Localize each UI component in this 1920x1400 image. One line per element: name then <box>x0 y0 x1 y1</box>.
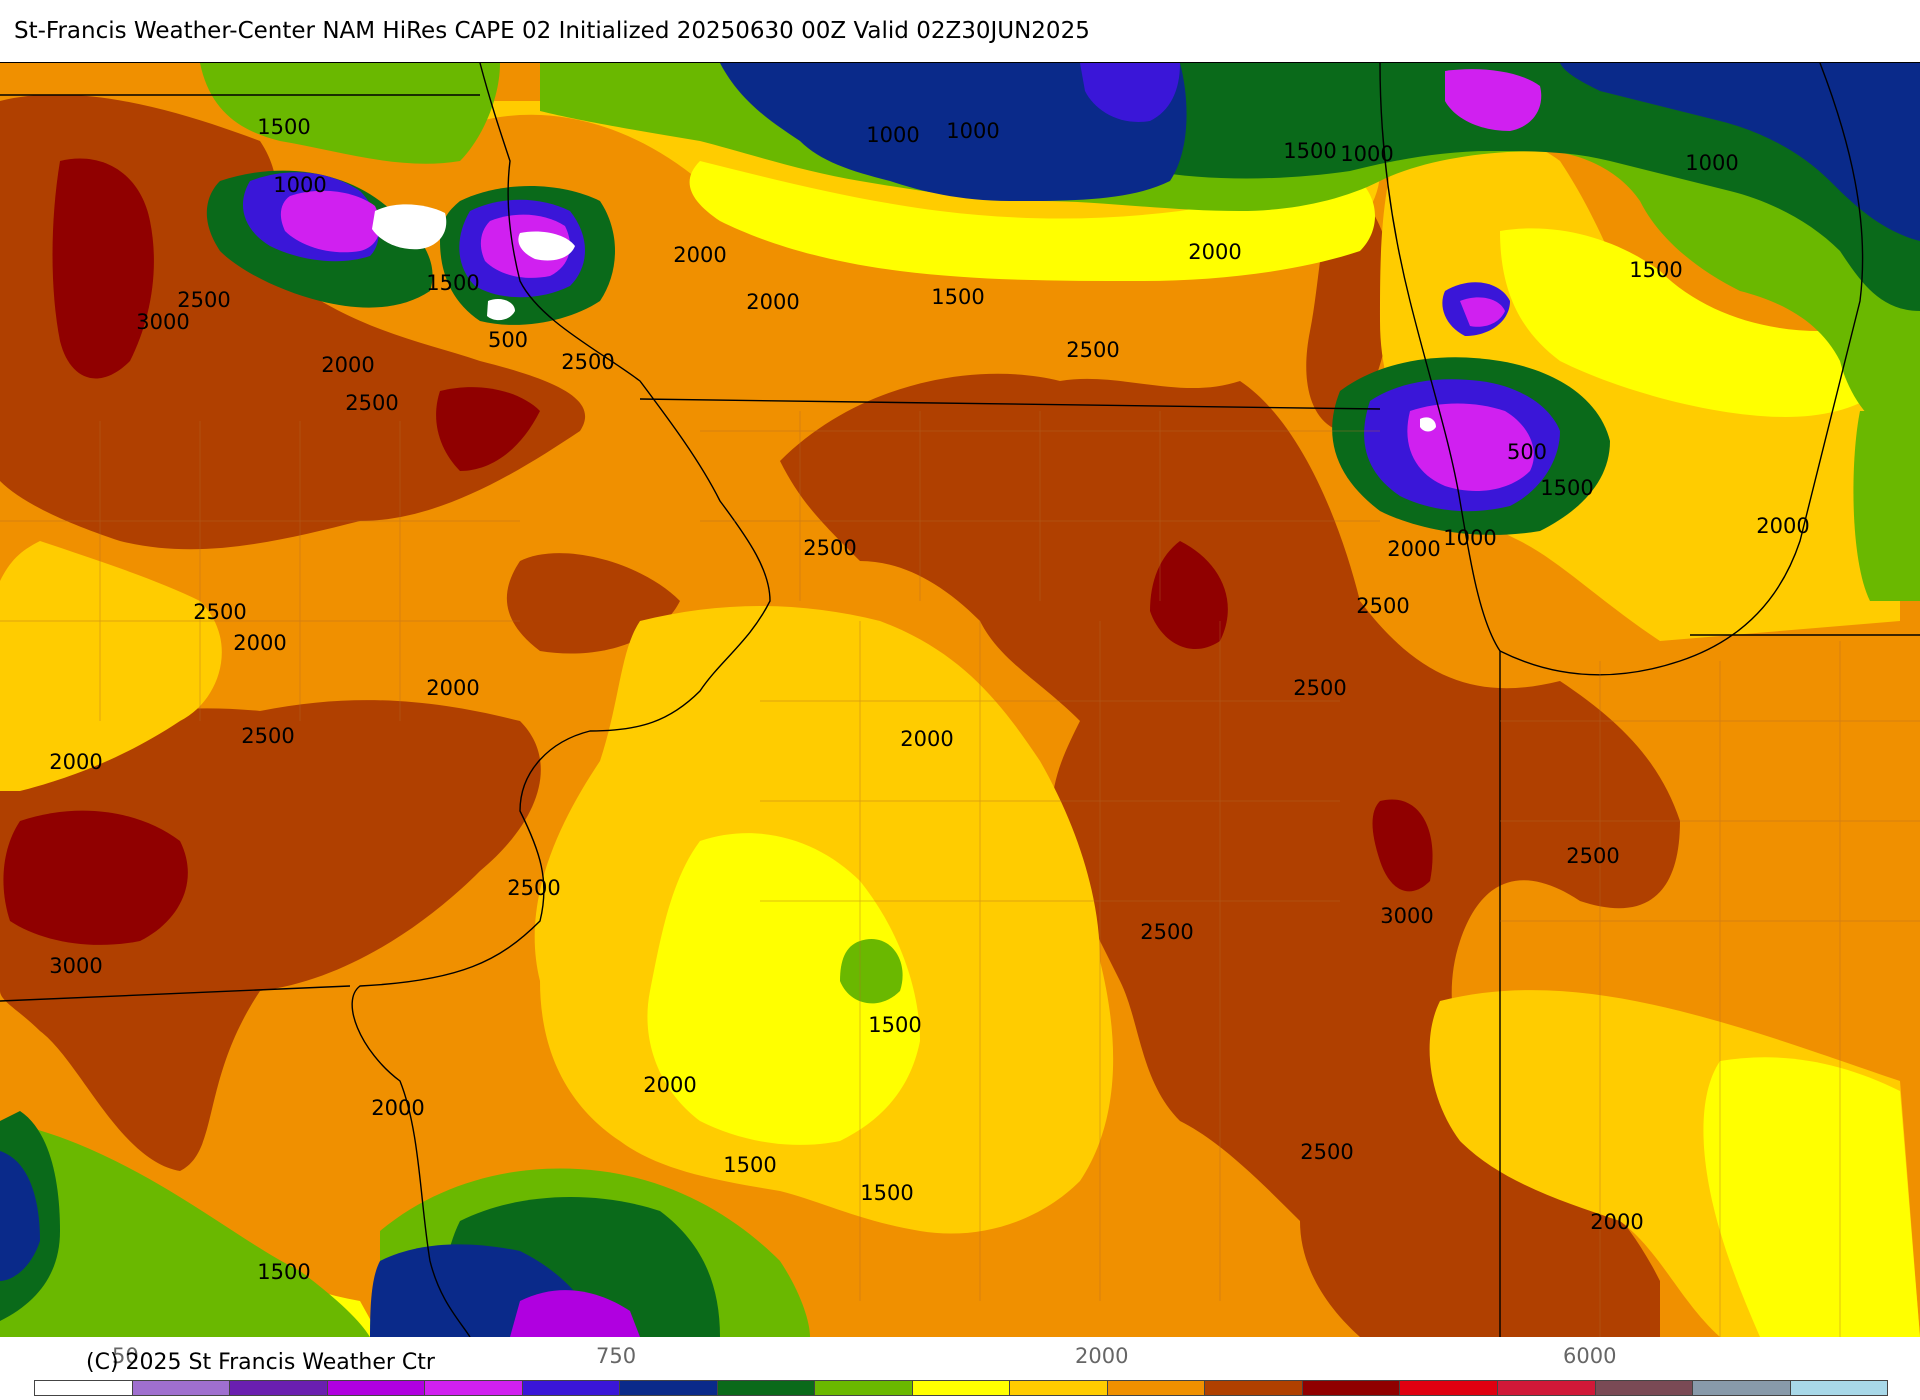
contour-label: 1500 <box>868 1013 921 1037</box>
county-lines <box>0 411 1920 1337</box>
colorbar-segment <box>620 1381 718 1395</box>
colorbar-segment <box>132 1381 231 1395</box>
cape-50-regions <box>372 204 1436 432</box>
colorbar-segment <box>717 1381 816 1395</box>
cape-map-svg: 1500100015005002500300020002500250020002… <box>0 63 1920 1337</box>
contour-label: 1500 <box>426 271 479 295</box>
contour-label: 2000 <box>321 353 374 377</box>
contour-label: 2000 <box>673 243 726 267</box>
contour-label: 2500 <box>561 350 614 374</box>
contour-label: 500 <box>1507 440 1547 464</box>
contour-label: 3000 <box>49 954 102 978</box>
colorbar-segment <box>912 1381 1011 1395</box>
contour-label: 3000 <box>136 310 189 334</box>
colorbar-segment <box>1595 1381 1694 1395</box>
contour-label: 2000 <box>900 727 953 751</box>
map-title: St-Francis Weather-Center NAM HiRes CAPE… <box>14 18 1090 44</box>
contour-label: 2000 <box>49 750 102 774</box>
colorbar-segment <box>1400 1381 1498 1395</box>
contour-label: 2000 <box>1590 1210 1643 1234</box>
contour-label: 2500 <box>1293 676 1346 700</box>
colorbar-segment <box>327 1381 426 1395</box>
contour-label: 3000 <box>1380 904 1433 928</box>
contour-label: 1500 <box>257 1260 310 1284</box>
contour-label: 1500 <box>1283 139 1336 163</box>
cape-100-regions <box>280 69 1542 491</box>
contour-label: 2000 <box>1188 240 1241 264</box>
colorbar-segment <box>1790 1381 1888 1395</box>
colorbar-segment <box>1302 1381 1401 1395</box>
contour-label: 2500 <box>177 288 230 312</box>
colorbar-segment <box>1693 1381 1791 1395</box>
cape-colorbar <box>34 1380 1888 1396</box>
colorbar-segment <box>1497 1381 1596 1395</box>
contour-label: 1500 <box>860 1181 913 1205</box>
colorbar-segment <box>1205 1381 1303 1395</box>
colorbar-segment <box>522 1381 621 1395</box>
colorbar-segment <box>425 1381 523 1395</box>
contour-label: 1500 <box>257 115 310 139</box>
contour-label: 2000 <box>746 290 799 314</box>
contour-label: 1500 <box>1629 258 1682 282</box>
contour-label: 2000 <box>233 631 286 655</box>
colorbar-tick-label: 6000 <box>1563 1344 1617 1368</box>
contour-label: 1500 <box>931 285 984 309</box>
cape-2500-regions <box>0 94 1680 1337</box>
contour-label: 1000 <box>946 119 999 143</box>
contour-labels: 1500100015005002500300020002500250020002… <box>49 115 1809 1284</box>
colorbar-segment <box>1107 1381 1206 1395</box>
cape-map: 1500 1000 1500 500 2500 3000 2000 2500 2500 2000 2… <box>0 62 1920 1337</box>
contour-label: 2000 <box>371 1096 424 1120</box>
colorbar-segment <box>230 1381 328 1395</box>
contour-label: 1000 <box>1685 151 1738 175</box>
contour-label: 2500 <box>1300 1140 1353 1164</box>
state-boundaries <box>0 63 1920 1337</box>
contour-label: 1000 <box>866 123 919 147</box>
contour-label: 2500 <box>803 536 856 560</box>
contour-label: 2500 <box>507 876 560 900</box>
contour-label: 2500 <box>1566 844 1619 868</box>
copyright-text: (C) 2025 St Francis Weather Ctr <box>86 1350 435 1375</box>
contour-label: 2000 <box>426 676 479 700</box>
contour-label: 2000 <box>1387 537 1440 561</box>
contour-label: 1000 <box>1340 142 1393 166</box>
contour-label: 2500 <box>1140 920 1193 944</box>
colorbar-tick-label: 2000 <box>1075 1344 1129 1368</box>
contour-label: 1500 <box>1540 476 1593 500</box>
contour-label: 2500 <box>241 724 294 748</box>
contour-label: 2500 <box>1066 338 1119 362</box>
contour-label: 1000 <box>273 173 326 197</box>
contour-label: 2500 <box>345 391 398 415</box>
contour-label: 2000 <box>1756 514 1809 538</box>
colorbar-segment <box>35 1381 133 1395</box>
contour-label: 2500 <box>193 600 246 624</box>
contour-label: 2500 <box>1356 594 1409 618</box>
contour-label: 2000 <box>643 1073 696 1097</box>
colorbar-segment <box>815 1381 913 1395</box>
colorbar-tick-label: 50 <box>112 1344 139 1368</box>
contour-label: 500 <box>488 328 528 352</box>
colorbar-segment <box>1010 1381 1108 1395</box>
colorbar-tick-label: 750 <box>596 1344 637 1368</box>
contour-label: 1000 <box>1443 526 1496 550</box>
contour-label: 1500 <box>723 1153 776 1177</box>
